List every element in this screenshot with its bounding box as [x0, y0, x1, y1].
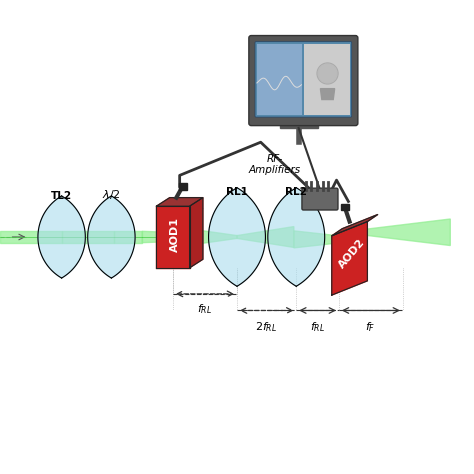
Text: TL2: TL2	[51, 191, 72, 201]
Text: RL2: RL2	[285, 187, 307, 197]
Polygon shape	[294, 231, 337, 248]
Text: $\lambda$/2: $\lambda$/2	[102, 189, 120, 201]
Polygon shape	[332, 214, 378, 236]
Circle shape	[317, 63, 338, 84]
Polygon shape	[332, 222, 367, 295]
Text: AOD2: AOD2	[337, 237, 367, 270]
Text: $f_{RL}$: $f_{RL}$	[197, 302, 212, 316]
Polygon shape	[88, 196, 135, 278]
Polygon shape	[38, 196, 85, 278]
Polygon shape	[180, 228, 237, 246]
Text: RL1: RL1	[226, 187, 248, 197]
Polygon shape	[360, 219, 450, 246]
Polygon shape	[237, 227, 294, 247]
Polygon shape	[156, 206, 190, 268]
FancyBboxPatch shape	[302, 188, 338, 210]
Text: $2f_{RL}$: $2f_{RL}$	[255, 320, 277, 334]
FancyBboxPatch shape	[249, 36, 358, 126]
Text: $f_F$: $f_F$	[365, 320, 376, 334]
Text: AOD1: AOD1	[170, 217, 181, 252]
Polygon shape	[0, 231, 62, 243]
Circle shape	[318, 64, 337, 83]
Polygon shape	[156, 198, 203, 206]
Polygon shape	[142, 231, 168, 243]
Polygon shape	[280, 123, 318, 128]
Polygon shape	[320, 89, 335, 100]
Polygon shape	[209, 188, 265, 286]
FancyBboxPatch shape	[257, 44, 302, 115]
Polygon shape	[179, 183, 187, 190]
Polygon shape	[156, 208, 203, 217]
Polygon shape	[341, 204, 349, 210]
Polygon shape	[114, 231, 142, 243]
Polygon shape	[268, 188, 325, 286]
Text: RF-
Amplifiers: RF- Amplifiers	[249, 154, 301, 175]
Polygon shape	[62, 231, 114, 243]
FancyBboxPatch shape	[304, 44, 350, 115]
FancyBboxPatch shape	[255, 42, 352, 117]
Polygon shape	[190, 198, 203, 268]
Text: $f_{RL}$: $f_{RL}$	[310, 320, 325, 334]
